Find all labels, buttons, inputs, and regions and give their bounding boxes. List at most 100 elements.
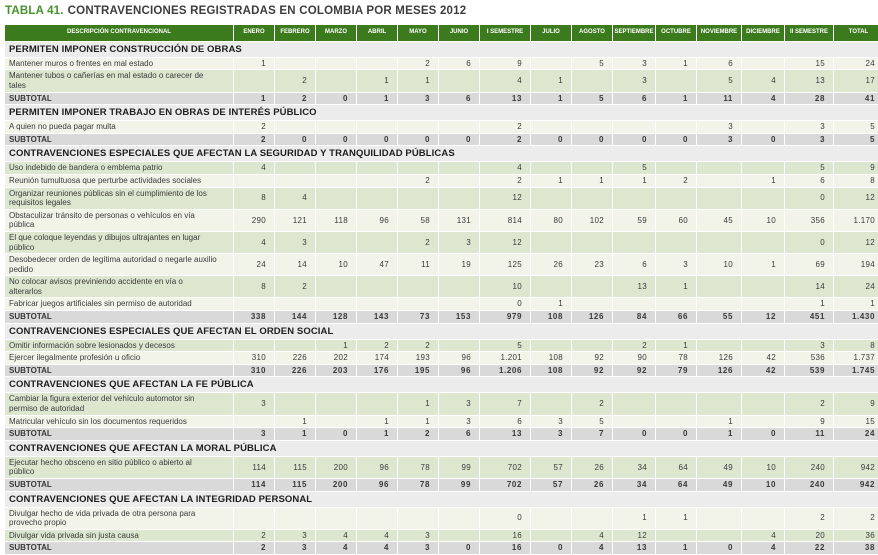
value-cell [572,187,612,209]
value-cell: 2 [834,507,878,529]
row-label: Ejecutar hecho obsceno en sitio público … [5,456,233,479]
value-cell: 4 [480,70,530,92]
value-cell: 3 [613,57,655,70]
value-cell [398,298,438,311]
value-cell: 4 [357,529,397,542]
value-cell: 90 [613,352,655,364]
value-cell [357,393,397,415]
value-cell: 96 [357,456,397,479]
value-cell [357,121,397,133]
value-cell [531,507,571,529]
subtotal-cell: 0 [656,133,696,146]
data-row: Divulgar vida privada sin justa causa 2 3 4… [5,529,878,542]
value-cell: 11 [398,254,438,276]
row-label: Matricular vehículo sin los documentos r… [5,415,233,428]
value-cell [531,162,571,174]
value-cell [439,187,479,209]
subtotal-cell: 0 [697,542,741,554]
column-header-julio: JULIO [531,25,571,41]
value-cell: 78 [398,456,438,479]
subtotal-cell: 144 [275,311,315,323]
value-cell: 13 [613,276,655,298]
value-cell: 6 [480,415,530,428]
value-cell: 10 [316,254,356,276]
value-cell [742,121,784,133]
section-title: CONTRAVENCIONES QUE AFECTAN LA INTEGRIDA… [5,491,878,507]
value-cell: 4 [316,529,356,542]
section-title: CONTRAVENCIONES ESPECIALES QUE AFECTAN E… [5,323,878,339]
value-cell: 1 [656,276,696,298]
subtotal-cell: 3 [531,428,571,440]
subtotal-cell: 203 [316,364,356,377]
subtotal-cell: 3 [697,133,741,146]
value-cell: 5 [480,339,530,352]
value-cell: 3 [613,70,655,92]
value-cell: 131 [439,209,479,231]
value-cell: 58 [398,209,438,231]
value-cell: 1 [398,393,438,415]
value-cell: 8 [834,174,878,187]
value-cell [572,70,612,92]
subtotal-cell: 1 [275,428,315,440]
value-cell [572,121,612,133]
value-cell: 108 [531,352,571,364]
value-cell: 102 [572,209,612,231]
value-cell: 0 [785,187,833,209]
subtotal-cell: 942 [834,479,878,491]
subtotal-cell: 49 [697,479,741,491]
value-cell: 1 [656,339,696,352]
value-cell [357,174,397,187]
value-cell [572,339,612,352]
value-cell: 1 [656,507,696,529]
subtotal-cell: 4 [357,542,397,554]
table-title-number: TABLA 41. [5,5,64,17]
subtotal-cell: 24 [834,428,878,440]
subtotal-cell: 0 [613,133,655,146]
data-row: No colocar avisos previniendo accidente … [5,276,878,298]
value-cell: 814 [480,209,530,231]
subtotal-label: SUBTOTAL [5,542,233,554]
value-cell: 20 [785,529,833,542]
value-cell [357,162,397,174]
section-title: CONTRAVENCIONES QUE AFECTAN LA FE PÚBLIC… [5,377,878,393]
value-cell [656,393,696,415]
value-cell [697,231,741,254]
value-cell [316,231,356,254]
value-cell: 2 [398,174,438,187]
value-cell: 8 [834,339,878,352]
subtotal-cell: 96 [439,364,479,377]
data-row: Mantener muros o frentes en mal estado 1 2… [5,57,878,70]
value-cell: 60 [656,209,696,231]
subtotal-cell: 2 [234,542,274,554]
subtotal-cell: 12 [742,311,784,323]
column-header-abril: ABRIL [357,25,397,41]
value-cell: 0 [480,298,530,311]
value-cell [613,298,655,311]
value-cell [742,415,784,428]
value-cell: 121 [275,209,315,231]
subtotal-cell: 0 [439,542,479,554]
value-cell: 3 [785,339,833,352]
value-cell [234,70,274,92]
value-cell [531,121,571,133]
subtotal-cell: 13 [613,542,655,554]
row-label: Divulgar hecho de vida privada de otra p… [5,507,233,529]
value-cell [316,174,356,187]
subtotal-row: SUBTOTAL 338 144 128 143 73 153 979 108 126 84 66 55… [5,311,878,323]
data-row: Ejecutar hecho obsceno en sitio público … [5,456,878,479]
subtotal-cell: 99 [439,479,479,491]
subtotal-label: SUBTOTAL [5,92,233,105]
data-row: Desobedecer orden de legítima autoridad … [5,254,878,276]
column-header-total: TOTAL [834,25,878,41]
value-cell: 226 [275,352,315,364]
data-row: Organizar reuniones públicas sin el cump… [5,187,878,209]
value-cell: 115 [275,456,315,479]
value-cell: 2 [613,339,655,352]
value-cell: 49 [697,456,741,479]
value-cell [697,174,741,187]
value-cell [656,121,696,133]
data-row: Obstaculizar tránsito de personas o vehí… [5,209,878,231]
subtotal-cell: 0 [531,542,571,554]
value-cell: 702 [480,456,530,479]
subtotal-cell: 5 [572,92,612,105]
